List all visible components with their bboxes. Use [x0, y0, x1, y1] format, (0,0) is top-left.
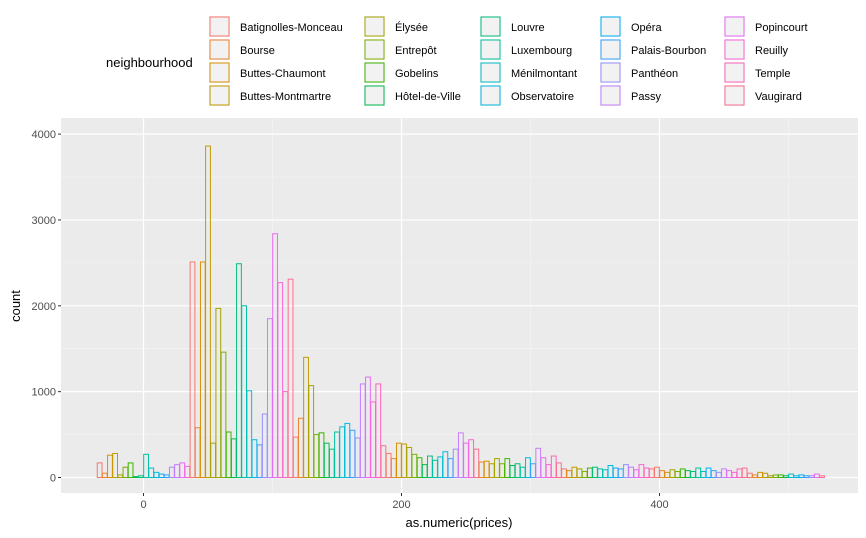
legend-key [209, 62, 230, 83]
legend-key-background [480, 62, 501, 83]
legend-key [724, 62, 745, 83]
x-axis-title: as.numeric(prices) [406, 515, 513, 530]
x-tick-label: 400 [650, 499, 668, 511]
legend-label: Palais-Bourbon [631, 45, 706, 57]
legend-label: Buttes-Montmartre [240, 91, 331, 103]
y-tick-label: 4000 [32, 129, 56, 141]
legend-key [364, 39, 385, 60]
legend-key-background [209, 39, 230, 60]
histogram-bar [308, 385, 315, 479]
legend-label: Luxembourg [511, 45, 572, 57]
y-axis-title: count [8, 290, 23, 322]
histogram-bar [246, 390, 253, 479]
legend-key [480, 85, 501, 106]
y-tick-label: 3000 [32, 215, 56, 227]
legend-label: Vaugirard [755, 91, 802, 103]
y-axis: 0 1000 2000 3000 4000 [32, 129, 61, 485]
legend-key-background [724, 85, 745, 106]
legend-key [600, 85, 621, 106]
legend-key-background [209, 85, 230, 106]
legend-label: Temple [755, 68, 790, 80]
legend-label: Gobelins [395, 68, 439, 80]
legend-key-background [600, 62, 621, 83]
legend-key-background [364, 39, 385, 60]
histogram-bar [287, 278, 294, 478]
histogram-bar [112, 452, 119, 478]
legend-title: neighbourhood [106, 55, 193, 70]
legend-key [724, 39, 745, 60]
legend-label: Batignolles-Monceau [240, 22, 343, 34]
legend-label: Entrepôt [395, 45, 437, 57]
histogram-bar [375, 383, 382, 479]
legend-key [364, 85, 385, 106]
legend-label: Opéra [631, 22, 662, 34]
legend-key [364, 62, 385, 83]
legend-key-background [209, 16, 230, 37]
y-tick-label: 0 [50, 473, 56, 485]
legend-key-background [480, 16, 501, 37]
legend-key-background [364, 85, 385, 106]
legend-label: Hôtel-de-Ville [395, 91, 461, 103]
legend-label: Popincourt [755, 22, 808, 34]
histogram-bar [189, 261, 196, 478]
histogram-bar [819, 475, 825, 478]
legend-key [600, 62, 621, 83]
histogram-bar [220, 351, 227, 478]
histogram-bar [143, 453, 149, 479]
legend-key-background [480, 39, 501, 60]
legend-label: Panthéon [631, 68, 678, 80]
legend-key-background [724, 39, 745, 60]
legend-key-background [600, 16, 621, 37]
x-axis: 0 200 400 [140, 493, 669, 511]
legend-label: Observatoire [511, 91, 574, 103]
histogram-bar [96, 462, 103, 479]
legend-key [209, 85, 230, 106]
legend-key [480, 16, 501, 37]
legend-key-background [600, 85, 621, 106]
legend-key-background [724, 16, 745, 37]
histogram-bar [277, 282, 284, 478]
histogram-bar [127, 462, 134, 479]
x-tick-label: 200 [392, 499, 410, 511]
legend-label: Passy [631, 91, 661, 103]
histogram-bar [132, 476, 139, 479]
legend-key-background [480, 85, 501, 106]
y-tick-label: 2000 [32, 301, 56, 313]
legend-key-background [209, 62, 230, 83]
legend-key-background [364, 16, 385, 37]
legend: neighbourhood Batignolles-Monceau Bourse B… [106, 16, 808, 106]
legend-key [364, 16, 385, 37]
legend-key-background [724, 62, 745, 83]
legend-key [600, 39, 621, 60]
legend-key [600, 16, 621, 37]
legend-label: Élysée [395, 21, 428, 34]
legend-label: Bourse [240, 45, 275, 57]
y-tick-label: 1000 [32, 387, 56, 399]
legend-label: Ménilmontant [511, 68, 577, 80]
legend-key [209, 39, 230, 60]
legend-key [724, 16, 745, 37]
legend-key [724, 85, 745, 106]
histogram-bar [205, 145, 211, 478]
legend-key [480, 39, 501, 60]
legend-key-background [600, 39, 621, 60]
legend-key [480, 62, 501, 83]
legend-key [209, 16, 230, 37]
legend-label: Buttes-Chaumont [240, 68, 326, 80]
legend-label: Louvre [511, 22, 545, 34]
legend-label: Reuilly [755, 45, 789, 57]
x-tick-label: 0 [140, 499, 146, 511]
legend-key-background [364, 62, 385, 83]
histogram-bars [96, 145, 825, 479]
